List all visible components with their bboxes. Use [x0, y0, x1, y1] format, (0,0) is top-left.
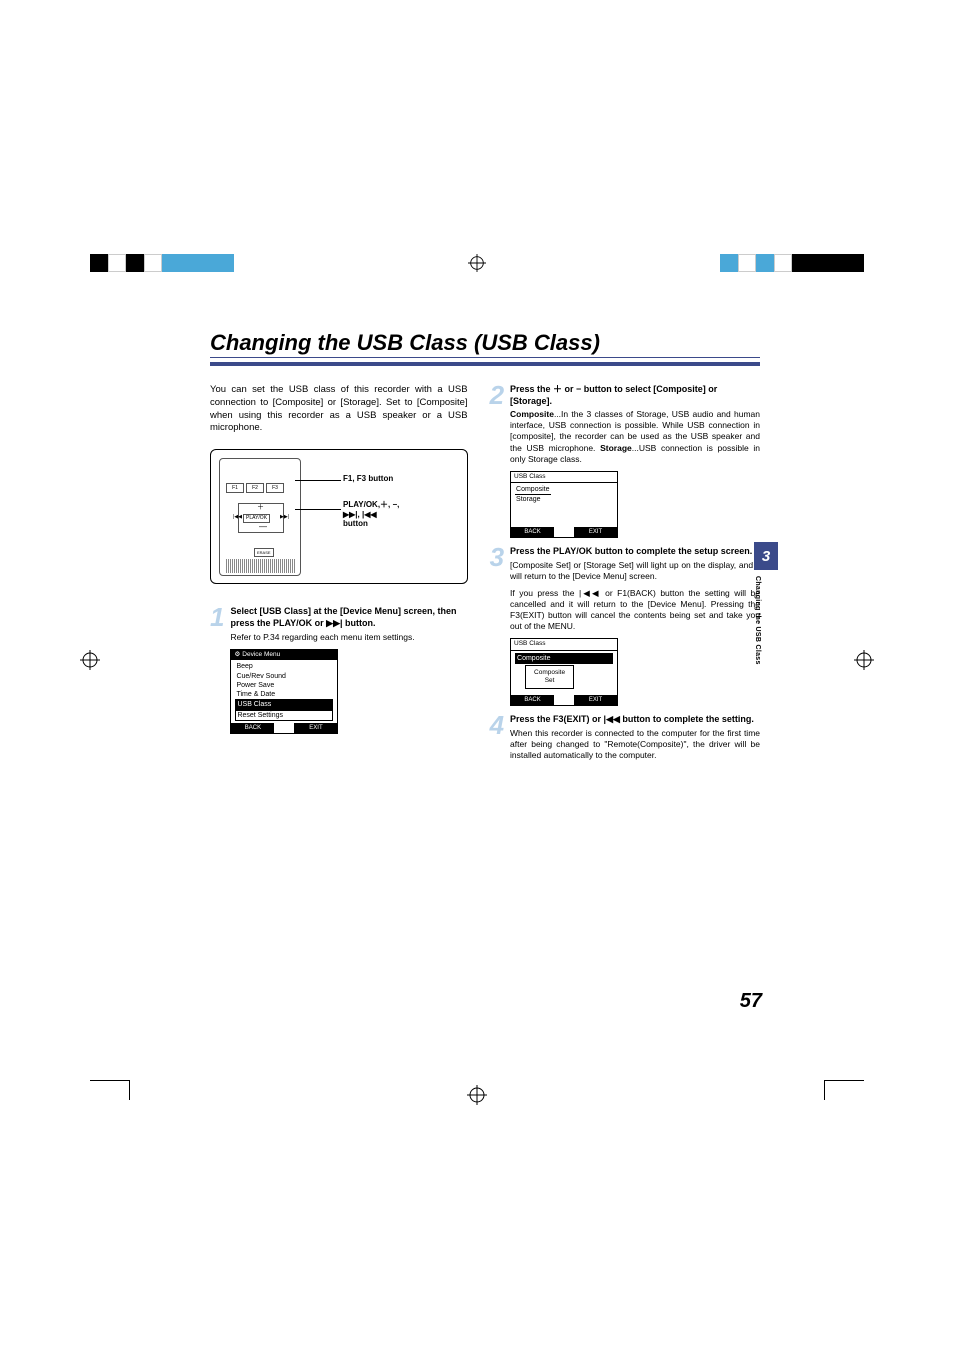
step-number: 4 [490, 714, 504, 761]
step-number: 2 [490, 384, 504, 538]
step-heading: Press the F3(EXIT) or |◀◀ button to comp… [510, 714, 760, 726]
step-heading: Press the PLAY/OK button to complete the… [510, 546, 760, 558]
step-4: 4 Press the F3(EXIT) or |◀◀ button to co… [490, 714, 760, 761]
playok-key: PLAY/OK [243, 514, 270, 523]
side-register-right-icon [854, 650, 874, 670]
registration-top [0, 254, 954, 272]
chapter-label: Changing the USB Class [754, 570, 761, 665]
right-column: 2 Press the ＋ or − button to select [Com… [490, 384, 760, 769]
step-text: When this recorder is connected to the c… [510, 728, 760, 761]
registration-cross-icon [468, 254, 486, 272]
speaker-grille [226, 559, 296, 573]
intro-text: You can set the USB class of this record… [210, 384, 468, 435]
callout-f-buttons: F1, F3 button [343, 474, 393, 485]
gear-icon: ⚙ [234, 651, 240, 660]
rewind-icon: |◀◀ [233, 514, 242, 521]
step-2: 2 Press the ＋ or − button to select [Com… [490, 384, 760, 538]
page-content: Changing the USB Class (USB Class) You c… [210, 330, 760, 769]
reg-squares-right [720, 254, 864, 272]
reg-squares-left [90, 254, 234, 272]
step-text: Refer to P.34 regarding each menu item s… [230, 632, 467, 643]
forward-icon: ▶▶| [280, 514, 289, 521]
erase-key: ERASE [254, 548, 274, 557]
chapter-number: 3 [754, 542, 778, 570]
plus-icon: ＋ [257, 503, 264, 512]
step-number: 3 [490, 546, 504, 706]
chapter-tab: 3 Changing the USB Class [754, 542, 778, 665]
minus-icon: — [259, 522, 267, 533]
step-text: [Composite Set] or [Storage Set] will li… [510, 560, 760, 582]
step-heading: Press the ＋ or − button to select [Compo… [510, 384, 760, 407]
device-diagram: F1 F2 F3 ＋ — |◀◀ PLAY/OK ▶▶| ERASE F [210, 449, 468, 584]
f1-key: F1 [226, 483, 244, 493]
step-text: Composite...In the 3 classes of Storage,… [510, 409, 760, 464]
lcd-device-menu: ⚙Device Menu Beep Cue/Rev Sound Power Sa… [230, 649, 338, 734]
left-column: You can set the USB class of this record… [210, 384, 468, 769]
side-register-left-icon [80, 650, 100, 670]
lcd-usb-class: USB Class Composite Storage BACKEXIT [510, 471, 618, 539]
popup-message: Composite Set [525, 665, 574, 689]
registration-bottom [0, 1080, 954, 1100]
f3-key: F3 [266, 483, 284, 493]
step-number: 1 [210, 606, 224, 734]
step-3: 3 Press the PLAY/OK button to complete t… [490, 546, 760, 706]
lcd-usb-class-set: USB Class Composite Composite Set BACKEX… [510, 638, 618, 706]
step-text-2: If you press the |◀◀ or F1(BACK) button … [510, 588, 760, 632]
callout-nav-buttons: PLAY/OK,＋, −, ▶▶|, |◀◀ button [343, 500, 399, 529]
page-number: 57 [740, 990, 762, 1013]
step-1: 1 Select [USB Class] at the [Device Menu… [210, 606, 468, 734]
f2-key: F2 [246, 483, 264, 493]
page-title: Changing the USB Class (USB Class) [210, 330, 760, 366]
step-heading: Select [USB Class] at the [Device Menu] … [230, 606, 467, 629]
